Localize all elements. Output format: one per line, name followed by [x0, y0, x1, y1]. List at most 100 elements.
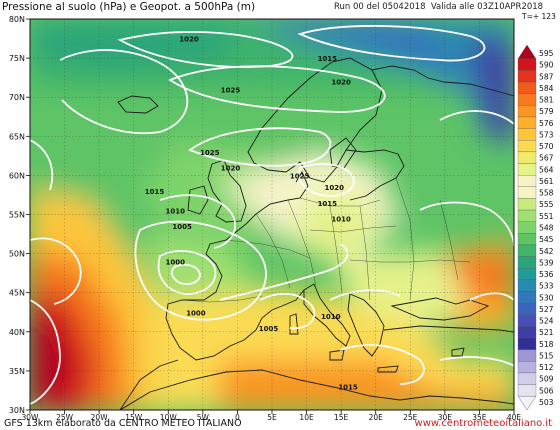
legend-swatch: [517, 174, 537, 187]
lat-tick-label: 40N: [9, 328, 25, 337]
coastlines: [117, 57, 514, 410]
legend-swatch: [517, 349, 537, 362]
legend-swatch: [517, 186, 537, 199]
lat-tick-label: 65N: [9, 132, 25, 141]
legend-value-label: 579: [539, 107, 554, 116]
legend-value-label: 558: [539, 189, 554, 198]
lat-tick-label: 80N: [9, 15, 25, 24]
lon-tick-label: 25W: [56, 413, 74, 422]
legend-value-label: 530: [539, 293, 554, 302]
legend-value-label: 503: [539, 398, 554, 407]
legend-value-label: 570: [539, 142, 554, 151]
valid-label: Valida alle 03Z10APR2018: [430, 2, 544, 12]
lat-tick-label: 55N: [9, 211, 25, 220]
isobar-label: 1015: [318, 55, 338, 63]
legend-swatch: [517, 256, 537, 269]
legend-swatch: [517, 105, 537, 118]
lon-tick-label: 25E: [403, 413, 418, 422]
lat-tick-label: 75N: [9, 54, 25, 63]
lon-tick-label: 15W: [125, 413, 143, 422]
legend-value-label: 548: [539, 224, 554, 233]
legend-value-label: 512: [539, 363, 554, 372]
legend-swatch: [517, 198, 537, 211]
legend-swatch: [517, 209, 537, 222]
legend-swatch: [517, 151, 537, 164]
map-title: Pressione al suolo (hPa) e Geopot. a 500…: [2, 1, 256, 13]
legend-swatch: [517, 221, 537, 234]
legend-swatch: [517, 384, 537, 397]
lon-tick-label: 5E: [267, 413, 277, 422]
isobar-label: 1020: [179, 36, 199, 44]
legend-value-label: 567: [539, 154, 554, 163]
legend-swatch: [517, 70, 537, 83]
isobar-label: 1000: [165, 258, 185, 266]
lat-tick-label: 45N: [9, 289, 25, 298]
longitude-labels: 30W 25W 20W 15W 10W 5W 0 5E 10E 15E 20E 25E 30E 35E 40…: [22, 413, 522, 422]
legend-value-label: 576: [539, 119, 554, 128]
isobar-label: 1005: [259, 325, 279, 333]
lon-tick-label: 20E: [369, 413, 384, 422]
lon-tick-label: 35E: [472, 413, 487, 422]
legend-value-label: 581: [539, 96, 554, 105]
lon-tick-label: 0: [235, 413, 240, 422]
legend-swatch: [517, 314, 537, 327]
isobar-label: 1025: [200, 149, 220, 157]
lon-tick-label: 15E: [334, 413, 349, 422]
legend-swatch: [517, 268, 537, 281]
legend-swatch: [517, 93, 537, 106]
lat-tick-label: 70N: [9, 93, 25, 102]
lon-tick-label: 10E: [299, 413, 314, 422]
lat-tick-label: 60N: [9, 171, 25, 180]
graticule: [26, 18, 515, 414]
legend-value-label: 545: [539, 235, 554, 244]
run-label: Run 00 del 05042018: [334, 2, 426, 12]
lon-tick-label: 5W: [197, 413, 210, 422]
isobar-label: 1025: [221, 86, 241, 94]
color-legend: 595 590 587 584 581 579 576 573 570 567 564 561 558 5…: [517, 44, 554, 411]
legend-value-label: 551: [539, 212, 554, 221]
legend-swatch: [517, 128, 537, 141]
lat-tick-label: 35N: [9, 367, 25, 376]
latitude-labels: 80N 75N 70N 65N 60N 55N 50N 45N 40N 35N 30N: [9, 15, 25, 415]
legend-swatch: [517, 395, 537, 411]
legend-value-label: 595: [539, 49, 554, 58]
legend-swatch: [517, 337, 537, 350]
lon-tick-label: 40E: [507, 413, 522, 422]
lon-tick-label: 30E: [438, 413, 453, 422]
legend-swatch: [517, 163, 537, 176]
isobar-label: 1005: [172, 223, 192, 231]
lon-tick-label: 20W: [91, 413, 109, 422]
legend-swatch: [517, 244, 537, 257]
lon-tick-label: 30W: [22, 413, 40, 422]
legend-value-label: 509: [539, 375, 554, 384]
isobar-label: 1015: [338, 384, 358, 392]
legend-value-label: 573: [539, 130, 554, 139]
lon-tick-label: 10W: [160, 413, 178, 422]
legend-swatch: [517, 361, 537, 374]
legend-swatch: [517, 326, 537, 339]
legend-value-label: 587: [539, 72, 554, 81]
lat-tick-label: 50N: [9, 250, 25, 259]
legend-value-label: 564: [539, 165, 554, 174]
legend-value-label: 515: [539, 351, 554, 360]
isobar-label: 1020: [324, 184, 344, 192]
legend-swatch: [517, 279, 537, 292]
website-link[interactable]: www.centrometeoitaliano.it: [414, 418, 552, 429]
legend-swatch: [517, 140, 537, 153]
isobar-label: 1020: [221, 165, 241, 173]
credit-label: GFS 13km elaborato da CENTRO METEO ITALI…: [4, 418, 242, 429]
legend-swatch: [517, 233, 537, 246]
legend-value-label: 524: [539, 317, 554, 326]
isobar-label: 1010: [331, 215, 351, 223]
isobar-label: 1010: [321, 313, 341, 321]
legend-swatch: [517, 291, 537, 304]
isobar-label: 1010: [165, 208, 185, 216]
legend-value-label: 555: [539, 200, 554, 209]
legend-value-label: 536: [539, 270, 554, 279]
run-info: Run 00 del 05042018 Valida alle 03Z10APR…: [334, 2, 543, 12]
legend-swatch: [517, 116, 537, 129]
legend-value-label: 542: [539, 247, 554, 256]
legend-value-label: 518: [539, 340, 554, 349]
legend-value-label: 590: [539, 61, 554, 70]
